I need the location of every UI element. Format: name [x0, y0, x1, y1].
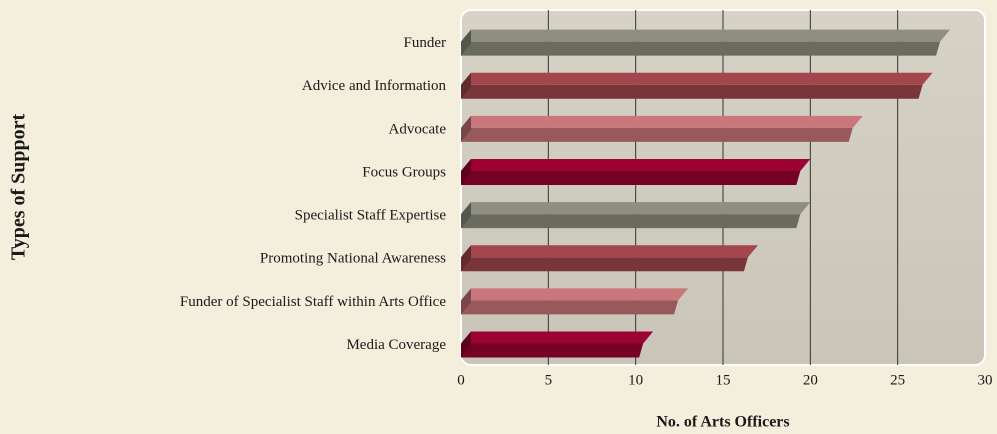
bar-end [461, 288, 471, 315]
bar-front [461, 300, 679, 315]
bar-end [461, 72, 471, 99]
bar-top [461, 158, 811, 171]
y-tick-label: Funder [404, 35, 447, 51]
bar-top [461, 288, 689, 301]
y-tick-label: Focus Groups [362, 164, 446, 180]
y-tick-label: Funder of Specialist Staff within Arts O… [180, 294, 446, 310]
bar-top [461, 29, 951, 42]
bar [461, 288, 689, 315]
bar [461, 331, 654, 358]
x-tick-label: 25 [890, 372, 905, 388]
bar [461, 29, 951, 56]
y-tick-label: Promoting National Awareness [260, 251, 446, 267]
bar-end [461, 331, 471, 358]
x-tick-label: 15 [716, 372, 731, 388]
y-tick-label: Advice and Information [302, 78, 447, 94]
x-tick-label: 20 [803, 372, 818, 388]
bar-end [461, 115, 471, 142]
bar-top [461, 72, 933, 85]
bar-end [461, 158, 471, 185]
y-axis-label: Types of Support [8, 113, 30, 260]
bar-top [461, 115, 863, 128]
bar [461, 245, 758, 272]
bar [461, 72, 933, 99]
x-tick-label: 5 [545, 372, 553, 388]
y-tick-label: Specialist Staff Expertise [295, 208, 447, 224]
bar [461, 115, 863, 142]
bar [461, 158, 811, 185]
bar [461, 202, 811, 229]
x-axis-label: No. of Arts Officers [656, 414, 789, 431]
bar-front [461, 257, 748, 272]
bar-front [461, 170, 801, 185]
y-tick-label: Advocate [389, 121, 447, 137]
bar-front [461, 84, 923, 99]
bar-front [461, 214, 801, 229]
y-tick-label: Media Coverage [346, 337, 446, 353]
x-tick-label: 10 [628, 372, 643, 388]
bar-end [461, 202, 471, 229]
bar-end [461, 245, 471, 272]
bar-end [461, 29, 471, 56]
bar-top [461, 202, 811, 215]
x-tick-label: 0 [457, 372, 465, 388]
x-tick-label: 30 [978, 372, 993, 388]
bar-front [461, 41, 941, 56]
bar-front [461, 127, 853, 142]
bar-front [461, 343, 644, 358]
bar-top [461, 245, 758, 258]
bar-top [461, 331, 654, 344]
